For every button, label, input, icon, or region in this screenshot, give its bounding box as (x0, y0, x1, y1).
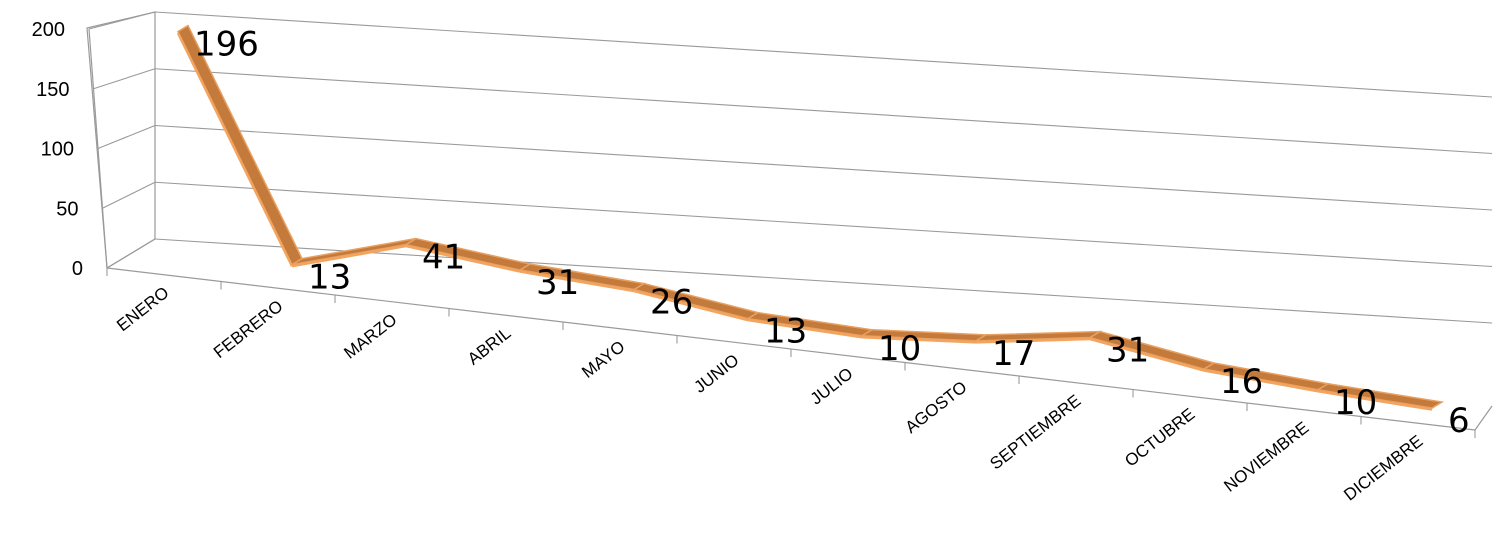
x-tick-label: DICIEMBRE (1340, 431, 1426, 504)
gridline (154, 124, 1493, 211)
data-label: 10 (878, 329, 921, 369)
y-tick-label: 50 (56, 198, 78, 220)
data-label: 16 (1220, 362, 1263, 402)
x-tick-label: MARZO (340, 310, 400, 363)
series-edge (1203, 369, 1319, 393)
gridline (154, 68, 1493, 155)
y-tick-label: 100 (41, 139, 74, 161)
series-segment (1315, 382, 1445, 409)
gridline-side (93, 68, 156, 90)
y-tick-label: 200 (32, 19, 65, 41)
data-label: 31 (1106, 331, 1149, 371)
series-edge (975, 337, 1091, 344)
x-tick-label: SEPTIEMBRE (986, 391, 1084, 473)
series-edge (1089, 337, 1205, 372)
data-labels: 196 13 41 31 26 13 10 17 31 16 10 6 (194, 25, 1470, 441)
series-edge (405, 244, 521, 273)
x-tick-label: OCTUBRE (1121, 404, 1198, 470)
data-label: 26 (650, 283, 693, 323)
gridline-side (97, 124, 156, 150)
series-edge (861, 336, 977, 344)
gridline (154, 238, 1493, 324)
axes (88, 28, 1476, 438)
x-tick-label: JUNIO (691, 350, 743, 396)
series-edge (1317, 390, 1433, 411)
x-tick-label: JULIO (807, 364, 857, 409)
series-edge (747, 318, 863, 339)
data-label: 196 (194, 25, 259, 65)
x-tick-label: ENERO (113, 283, 172, 335)
gridline-side (106, 238, 156, 269)
y-tick-label: 0 (72, 258, 83, 280)
right-edge (1474, 405, 1493, 431)
chart-walls (86, 11, 1493, 431)
gridline (154, 181, 1493, 268)
series-edge (291, 244, 407, 268)
gridline-side (88, 11, 156, 30)
y-tick-label: 150 (36, 79, 69, 101)
x-tick-label: NOVIEMBRE (1220, 418, 1312, 496)
data-label: 17 (992, 334, 1035, 374)
data-label: 6 (1448, 401, 1470, 441)
series-edge (519, 270, 635, 293)
series-ribbon (176, 24, 1445, 411)
data-label: 10 (1334, 383, 1377, 423)
data-label: 31 (536, 263, 579, 303)
gridline-side (102, 181, 156, 209)
x-tick-label: FEBRERO (210, 296, 286, 362)
series-edge (633, 289, 749, 322)
gridlines (88, 11, 1493, 324)
x-tick-label: AGOSTO (902, 377, 971, 437)
data-label: 13 (308, 258, 351, 298)
y-axis (88, 28, 108, 269)
data-label: 13 (764, 312, 807, 352)
gridline (154, 11, 1493, 98)
x-tick-label: MAYO (578, 337, 628, 382)
series-edge (176, 32, 294, 267)
y-tick-labels: 0 50 100 150 200 (32, 19, 83, 280)
x-tick-label: ABRIL (464, 323, 514, 368)
data-label: 41 (422, 238, 465, 278)
